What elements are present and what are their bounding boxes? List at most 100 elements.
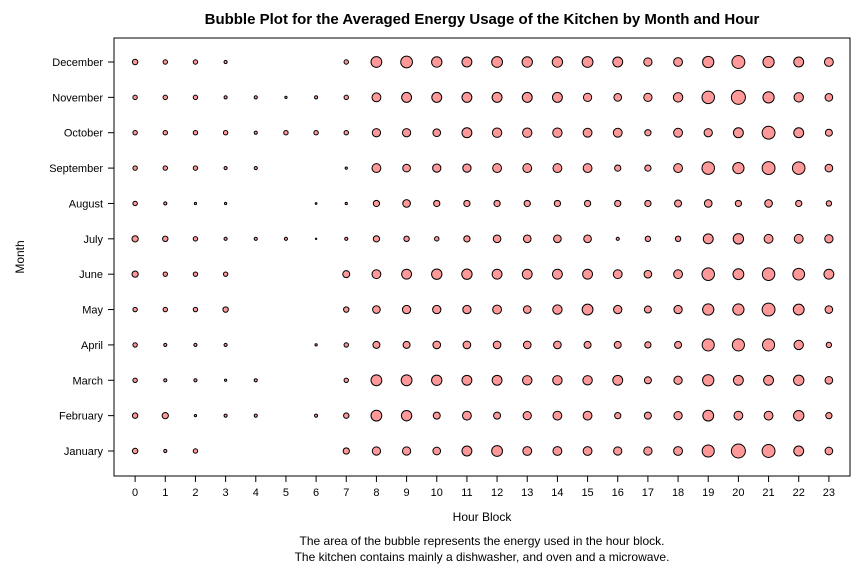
y-axis-label: Month xyxy=(13,240,27,273)
bubble xyxy=(402,199,411,208)
bubble xyxy=(644,199,652,208)
bubble xyxy=(132,200,138,207)
bubble xyxy=(824,163,834,173)
bubble xyxy=(793,56,805,68)
x-axis: 0 1 2 3 4 5 6 7 8 9 10 11 12 13 14 15 16 17 18 19 20 21 22 23 xyxy=(132,476,835,499)
x-tick-label: 4 xyxy=(253,487,259,499)
x-tick-label: 9 xyxy=(404,487,410,499)
bubble xyxy=(400,55,413,69)
bubble xyxy=(400,374,413,387)
bubble xyxy=(223,342,228,347)
bubble xyxy=(462,340,472,350)
bubble xyxy=(702,55,715,69)
bubble xyxy=(643,92,653,103)
bubble xyxy=(761,444,776,458)
bubble xyxy=(433,199,441,208)
bubble xyxy=(314,202,318,205)
bubble xyxy=(163,378,168,383)
bubble xyxy=(343,306,350,313)
bubble xyxy=(672,92,684,103)
bubble xyxy=(674,235,682,243)
x-tick-label: 21 xyxy=(762,487,774,499)
chart-title: Bubble Plot for the Averaged Energy Usag… xyxy=(204,11,760,28)
x-tick-label: 7 xyxy=(343,487,349,499)
bubble xyxy=(553,199,562,208)
bubble xyxy=(372,199,381,208)
bubble xyxy=(763,374,775,386)
bubble xyxy=(730,89,746,105)
bubble xyxy=(401,128,412,138)
bubble xyxy=(371,269,382,280)
bubble xyxy=(401,268,413,280)
bubble xyxy=(793,409,805,422)
bubble xyxy=(643,269,653,279)
bubble xyxy=(732,268,745,281)
bubble xyxy=(644,129,652,137)
bubble xyxy=(673,269,683,280)
bubble xyxy=(734,199,743,208)
bubble xyxy=(461,127,473,139)
bubble xyxy=(824,128,833,137)
y-tick-label: October xyxy=(64,128,103,140)
bubble xyxy=(253,95,258,100)
bubble xyxy=(583,234,592,244)
bubble xyxy=(825,412,833,420)
plot-frame xyxy=(113,37,851,477)
bubble xyxy=(193,342,198,347)
bubble xyxy=(131,58,139,66)
x-tick-label: 16 xyxy=(612,487,624,499)
bubble xyxy=(521,56,533,68)
x-tick-label: 1 xyxy=(162,487,168,499)
bubble xyxy=(342,270,351,279)
bubble xyxy=(701,444,715,458)
bubble xyxy=(673,57,683,67)
x-tick-label: 13 xyxy=(521,487,533,499)
bubble xyxy=(132,94,138,101)
bubble xyxy=(131,412,139,419)
bubble xyxy=(702,233,714,245)
bubble xyxy=(643,446,653,456)
bubble xyxy=(824,375,834,385)
bubble xyxy=(222,306,229,313)
bubble xyxy=(793,233,804,244)
bubble xyxy=(370,374,383,387)
bubble xyxy=(131,447,139,455)
bubble xyxy=(222,271,229,277)
bubble xyxy=(193,414,198,418)
bubble xyxy=(370,409,383,422)
bubble xyxy=(552,304,563,315)
bubble xyxy=(372,340,381,349)
bubble xyxy=(522,163,533,174)
x-axis-label: Hour Block xyxy=(453,510,513,524)
bubble xyxy=(192,130,199,136)
x-tick-label: 3 xyxy=(223,487,229,499)
bubble xyxy=(192,94,199,101)
bubble xyxy=(223,166,228,171)
bubble xyxy=(701,338,715,352)
bubble xyxy=(552,127,563,138)
bubble xyxy=(163,201,168,206)
bubble xyxy=(761,125,776,140)
y-tick-label: August xyxy=(69,198,103,210)
x-tick-label: 19 xyxy=(702,487,714,499)
bubble xyxy=(795,199,803,208)
bubble xyxy=(371,128,382,138)
bubble xyxy=(222,130,229,136)
bubble xyxy=(612,269,623,280)
bubble xyxy=(162,130,168,136)
bubble xyxy=(673,410,683,421)
bubble xyxy=(582,410,593,421)
bubble xyxy=(615,236,620,241)
bubble xyxy=(583,340,592,349)
bubble xyxy=(732,233,745,245)
bubble xyxy=(372,235,381,243)
bubble xyxy=(522,305,532,314)
bubble xyxy=(461,91,473,103)
bubble xyxy=(643,57,653,67)
bubble xyxy=(791,161,806,175)
bubble xyxy=(431,268,443,280)
bubble xyxy=(733,410,744,421)
bubble-layer xyxy=(131,55,835,459)
bubble xyxy=(552,410,563,421)
bubble xyxy=(192,271,199,277)
